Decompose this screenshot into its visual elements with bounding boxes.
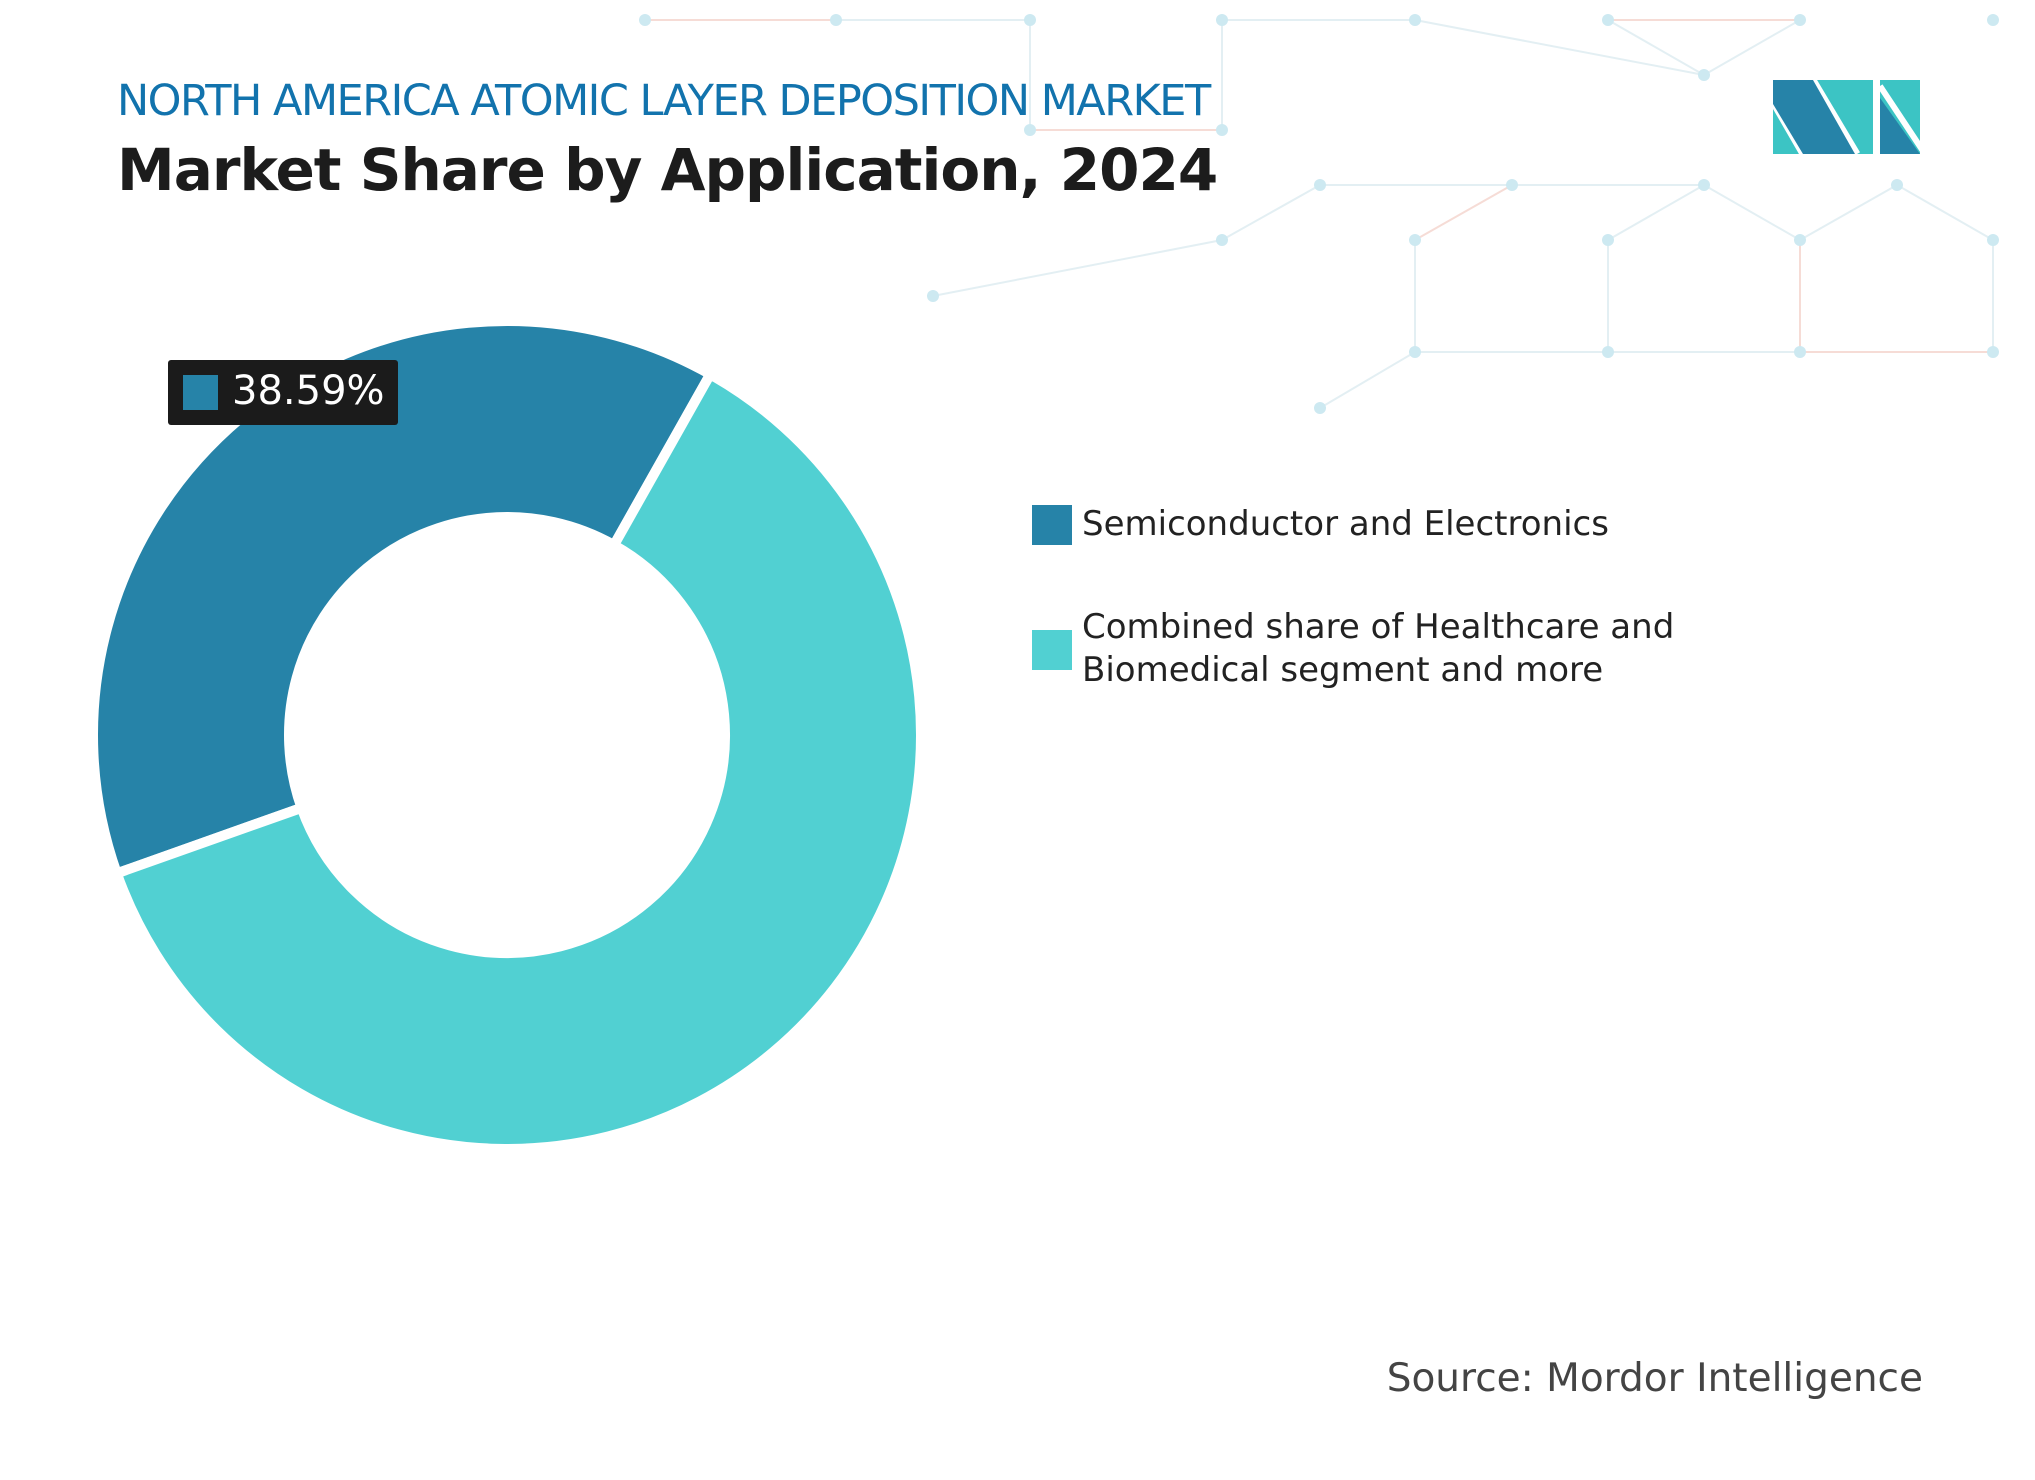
network-node xyxy=(1409,234,1421,246)
network-line xyxy=(1414,184,1513,241)
network-line xyxy=(1319,351,1416,409)
network-line xyxy=(1414,19,1705,76)
legend-label: Semiconductor and Electronics xyxy=(1082,504,1609,544)
network-node xyxy=(1794,346,1806,358)
source-note: Source: Mordor Intelligence xyxy=(1386,1356,1923,1401)
network-node xyxy=(1314,402,1326,414)
network-node xyxy=(1698,69,1710,81)
network-node xyxy=(927,290,939,302)
network-node xyxy=(1216,124,1228,136)
mordor-logo xyxy=(1773,80,1920,154)
network-node xyxy=(1024,14,1036,26)
network-node xyxy=(1409,346,1421,358)
legend-label-line2: Biomedical segment and more xyxy=(1082,650,1604,690)
network-node xyxy=(1891,179,1903,191)
network-node xyxy=(1987,234,1999,246)
network-node xyxy=(1216,14,1228,26)
data-label-value: 38.59% xyxy=(232,368,385,414)
donut-chart xyxy=(88,316,926,1154)
network-node xyxy=(1987,14,1999,26)
network-line xyxy=(1607,184,1705,241)
legend-swatch xyxy=(1032,630,1072,670)
network-node xyxy=(1602,234,1614,246)
donut-slice-1 xyxy=(110,367,926,1154)
network-line xyxy=(1221,184,1321,241)
network-node xyxy=(830,14,842,26)
network-node xyxy=(1409,14,1421,26)
network-node xyxy=(639,14,651,26)
network-line xyxy=(1799,184,1898,241)
data-label-swatch xyxy=(183,375,218,410)
network-node xyxy=(1698,179,1710,191)
network-node xyxy=(1602,346,1614,358)
network-line xyxy=(1703,19,1801,76)
network-node xyxy=(1216,234,1228,246)
network-node xyxy=(1987,346,1999,358)
network-node xyxy=(1024,124,1036,136)
legend-label-line1: Combined share of Healthcare and xyxy=(1082,607,1675,647)
network-line xyxy=(1703,184,1801,241)
network-line xyxy=(1607,19,1705,76)
network-line xyxy=(1896,184,1994,241)
network-line xyxy=(932,239,1223,297)
network-node xyxy=(1602,14,1614,26)
network-node xyxy=(1794,14,1806,26)
network-node xyxy=(1506,179,1518,191)
network-node xyxy=(1314,179,1326,191)
chart-subtitle: NORTH AMERICA ATOMIC LAYER DEPOSITION MA… xyxy=(117,76,1211,126)
donut-slice-0 xyxy=(88,316,718,880)
network-node xyxy=(1794,234,1806,246)
data-label-semiconductor: 38.59% xyxy=(168,360,398,425)
legend-swatch xyxy=(1032,505,1072,545)
chart-title: Market Share by Application, 2024 xyxy=(117,136,1218,204)
